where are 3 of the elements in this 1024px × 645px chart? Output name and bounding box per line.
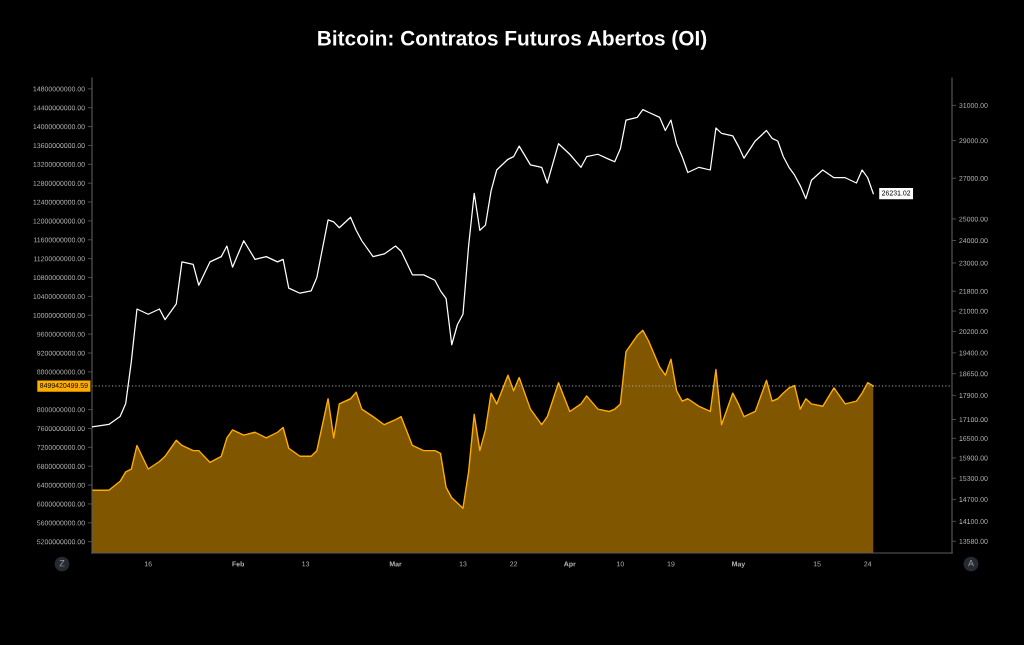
text: A	[968, 560, 974, 567]
text: Z	[59, 560, 65, 567]
chart-title: Bitcoin: Contratos Futuros Abertos (OI)	[318, 30, 707, 50]
